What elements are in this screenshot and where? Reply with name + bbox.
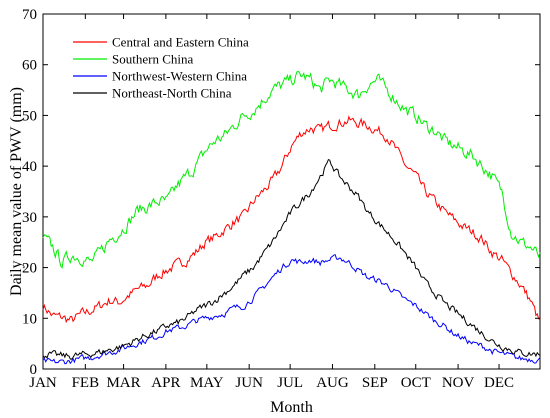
x-tick-label-mar: MAR — [106, 375, 140, 391]
x-tick-label-feb: FEB — [72, 375, 100, 391]
y-tick-label: 20 — [22, 261, 37, 277]
y-tick-label: 60 — [22, 58, 37, 74]
y-axis-title: Daily mean value of PWV (mm) — [8, 87, 25, 296]
y-tick-label: 0 — [30, 362, 38, 378]
y-tick-label: 70 — [22, 7, 37, 23]
legend-label-1: Central and Eastern China — [112, 35, 249, 50]
x-tick-label-apr: APR — [151, 375, 180, 391]
y-tick-label: 10 — [22, 311, 37, 327]
series-line-4 — [42, 158, 541, 360]
series-line-1 — [42, 115, 541, 324]
axes-layer: 0 10 20 30 40 50 60 70 JAN FEB MAR APR MAY JUN JUL AUG S… — [22, 7, 540, 391]
x-tick-label-oct: OCT — [401, 375, 431, 391]
series-layer — [42, 70, 541, 365]
legend-label-2: Southern China — [112, 52, 193, 67]
legend-label-3: Northwest-Western China — [112, 69, 247, 84]
x-tick-label-jun: JUN — [235, 375, 263, 391]
x-tick-label-aug: AUG — [316, 375, 349, 391]
y-tick-label: 40 — [22, 159, 37, 175]
x-tick-label-nov: NOV — [442, 375, 475, 391]
x-tick-label-may: MAY — [190, 375, 224, 391]
series-line-3 — [42, 254, 541, 365]
x-tick-label-jul: JUL — [277, 375, 303, 391]
x-tick-label-jan: JAN — [29, 375, 57, 391]
y-tick-label: 30 — [22, 210, 37, 226]
legend: Central and Eastern China Southern China N… — [73, 35, 249, 101]
series-line-2 — [42, 70, 541, 269]
y-tick-label: 50 — [22, 108, 37, 124]
x-axis-title: Month — [270, 399, 313, 416]
legend-label-4: Northeast-North China — [112, 86, 232, 101]
plot-area — [42, 13, 541, 370]
x-tick-label-sep: SEP — [362, 375, 388, 391]
x-tick-label-dec: DEC — [484, 375, 514, 391]
